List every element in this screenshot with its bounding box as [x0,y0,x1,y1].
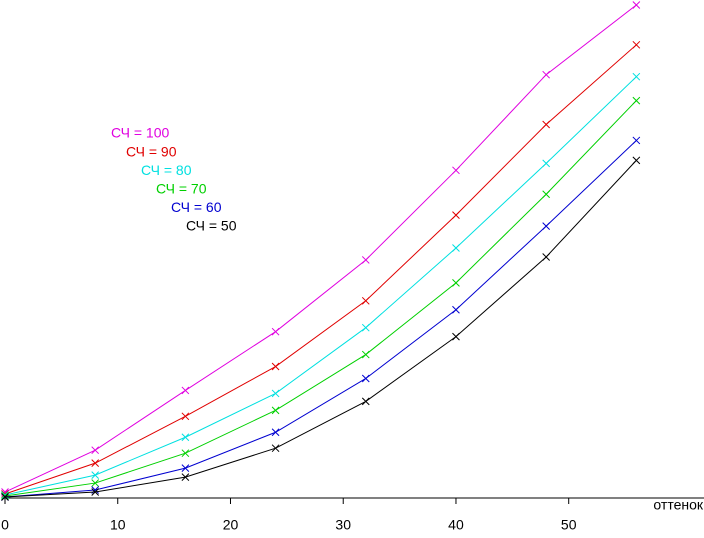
point-marker [271,327,280,336]
x-axis-label: оттенок [653,497,703,513]
x-tick-label: 10 [110,517,126,533]
series-line [4,100,637,497]
point-marker [91,446,100,455]
x-tick-label: 50 [561,517,577,533]
x-tick-label: 0 [1,517,9,533]
legend-entry: СЧ = 80 [141,162,192,178]
series-line [4,4,637,493]
point-marker [632,156,641,165]
series-line [4,76,637,496]
point-marker [181,412,190,421]
point-marker [361,350,370,359]
point-marker [271,406,280,415]
legend-entry: СЧ = 100 [111,125,170,141]
point-marker [271,428,280,437]
point-marker [1,492,9,500]
point-marker [542,222,551,230]
x-tick-label: 20 [223,517,239,533]
point-marker [361,397,370,406]
point-marker [452,166,460,175]
point-marker [361,374,370,383]
series-line [4,160,637,498]
point-marker [181,473,190,481]
point-marker [91,471,100,479]
point-marker [632,40,641,49]
point-marker [271,444,280,453]
point-marker [91,488,100,496]
point-marker [542,70,551,79]
series-line [4,44,637,495]
point-marker [632,136,641,145]
point-marker [542,253,551,261]
point-marker [452,305,460,314]
legend-entry: СЧ = 70 [156,181,207,197]
point-marker [542,159,551,168]
point-marker [181,464,190,472]
point-marker [1,493,9,501]
point-marker [542,190,551,199]
point-marker [181,449,190,458]
point-marker [181,386,190,395]
legend-entry: СЧ = 50 [186,218,237,234]
point-marker [542,120,551,129]
point-marker [452,279,460,287]
point-marker [361,296,370,305]
point-marker [91,459,100,467]
legend-entry: СЧ = 90 [126,143,177,159]
legend-entry: СЧ = 60 [171,199,222,215]
point-marker [181,433,190,442]
point-marker [632,1,641,9]
point-marker [271,389,280,398]
point-marker [632,72,641,81]
point-marker [361,256,370,264]
point-marker [271,362,280,371]
point-marker [361,323,370,332]
x-tick-label: 40 [448,517,464,533]
series-line [4,140,637,498]
point-marker [632,96,641,105]
point-marker [452,211,460,219]
x-tick-label: 30 [335,517,351,533]
point-marker [452,332,460,341]
point-marker [452,244,460,252]
point-marker [91,479,100,487]
